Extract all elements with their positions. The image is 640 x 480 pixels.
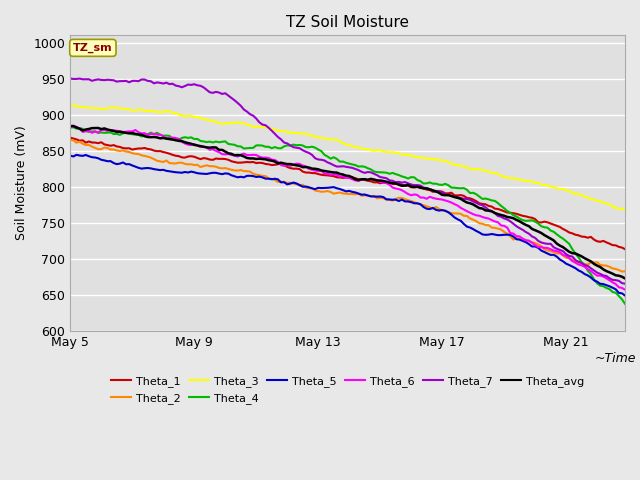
Theta_5 bbox=[184, 169, 192, 175]
Theta_4 bbox=[563, 239, 570, 244]
Theta_1 bbox=[67, 135, 74, 141]
Theta_1 bbox=[603, 240, 611, 245]
Theta_3 bbox=[67, 103, 74, 109]
Theta_4 bbox=[134, 132, 142, 138]
Theta_1 bbox=[277, 160, 285, 166]
Theta_avg bbox=[184, 140, 192, 146]
Line: Theta_3: Theta_3 bbox=[70, 106, 625, 209]
Theta_avg bbox=[280, 161, 288, 167]
Theta_avg bbox=[70, 123, 77, 129]
Theta_5 bbox=[67, 153, 74, 158]
Theta_3 bbox=[134, 107, 142, 113]
Theta_5 bbox=[79, 153, 86, 159]
Theta_2 bbox=[76, 139, 83, 144]
Theta_3 bbox=[621, 206, 629, 212]
Theta_3 bbox=[280, 128, 288, 134]
Theta_1 bbox=[621, 246, 629, 252]
Theta_2 bbox=[277, 179, 285, 185]
Theta_3 bbox=[184, 113, 192, 119]
Theta_avg bbox=[134, 132, 142, 137]
Theta_7 bbox=[277, 136, 285, 142]
Theta_6 bbox=[134, 129, 142, 135]
Theta_avg bbox=[605, 269, 613, 275]
Theta_6 bbox=[79, 129, 86, 135]
Line: Theta_5: Theta_5 bbox=[70, 155, 625, 296]
Line: Theta_avg: Theta_avg bbox=[70, 126, 625, 278]
Theta_7 bbox=[621, 281, 629, 287]
Theta_1 bbox=[559, 226, 567, 232]
Theta_6 bbox=[563, 253, 570, 259]
Line: Theta_6: Theta_6 bbox=[70, 127, 625, 290]
Theta_2 bbox=[181, 161, 189, 167]
Theta_5 bbox=[605, 283, 613, 289]
Theta_1 bbox=[76, 138, 83, 144]
Theta_2 bbox=[621, 268, 629, 274]
Theta_6 bbox=[605, 277, 613, 283]
Theta_7 bbox=[132, 78, 140, 84]
Title: TZ Soil Moisture: TZ Soil Moisture bbox=[286, 15, 409, 30]
Theta_2 bbox=[603, 263, 611, 268]
Theta_4 bbox=[280, 144, 288, 149]
Theta_7 bbox=[76, 76, 83, 82]
Theta_7 bbox=[559, 248, 567, 254]
Line: Theta_4: Theta_4 bbox=[70, 127, 625, 304]
Theta_5 bbox=[280, 180, 288, 185]
Theta_avg bbox=[67, 123, 74, 129]
Theta_4 bbox=[79, 126, 86, 132]
Theta_6 bbox=[280, 163, 288, 168]
Theta_5 bbox=[621, 293, 629, 299]
Line: Theta_1: Theta_1 bbox=[70, 138, 625, 249]
Theta_2 bbox=[67, 137, 74, 143]
Theta_4 bbox=[605, 286, 613, 292]
Theta_5 bbox=[73, 152, 81, 158]
Theta_4 bbox=[70, 124, 77, 130]
Theta_6 bbox=[184, 142, 192, 147]
Theta_1 bbox=[181, 155, 189, 160]
Theta_1 bbox=[132, 146, 140, 152]
Legend: Theta_1, Theta_2, Theta_3, Theta_4, Theta_5, Theta_6, Theta_7, Theta_avg: Theta_1, Theta_2, Theta_3, Theta_4, Thet… bbox=[107, 372, 589, 408]
Y-axis label: Soil Moisture (mV): Soil Moisture (mV) bbox=[15, 126, 28, 240]
Theta_7 bbox=[603, 273, 611, 279]
Theta_3 bbox=[605, 202, 613, 207]
Theta_2 bbox=[132, 151, 140, 156]
Theta_3 bbox=[563, 187, 570, 193]
Theta_7 bbox=[67, 76, 74, 82]
X-axis label: ~Time: ~Time bbox=[595, 351, 636, 364]
Line: Theta_2: Theta_2 bbox=[70, 140, 625, 272]
Theta_4 bbox=[184, 135, 192, 141]
Theta_6 bbox=[70, 124, 77, 130]
Theta_3 bbox=[79, 104, 86, 110]
Theta_4 bbox=[67, 125, 74, 131]
Theta_5 bbox=[134, 165, 142, 171]
Theta_2 bbox=[559, 252, 567, 258]
Theta_avg bbox=[563, 247, 570, 252]
Theta_avg bbox=[79, 128, 86, 133]
Text: TZ_sm: TZ_sm bbox=[73, 43, 113, 53]
Theta_5 bbox=[563, 261, 570, 266]
Theta_3 bbox=[70, 103, 77, 108]
Line: Theta_7: Theta_7 bbox=[70, 79, 625, 284]
Theta_4 bbox=[621, 301, 629, 307]
Theta_6 bbox=[67, 124, 74, 130]
Theta_avg bbox=[621, 276, 629, 281]
Theta_6 bbox=[621, 287, 629, 293]
Theta_7 bbox=[181, 83, 189, 89]
Theta_2 bbox=[618, 269, 626, 275]
